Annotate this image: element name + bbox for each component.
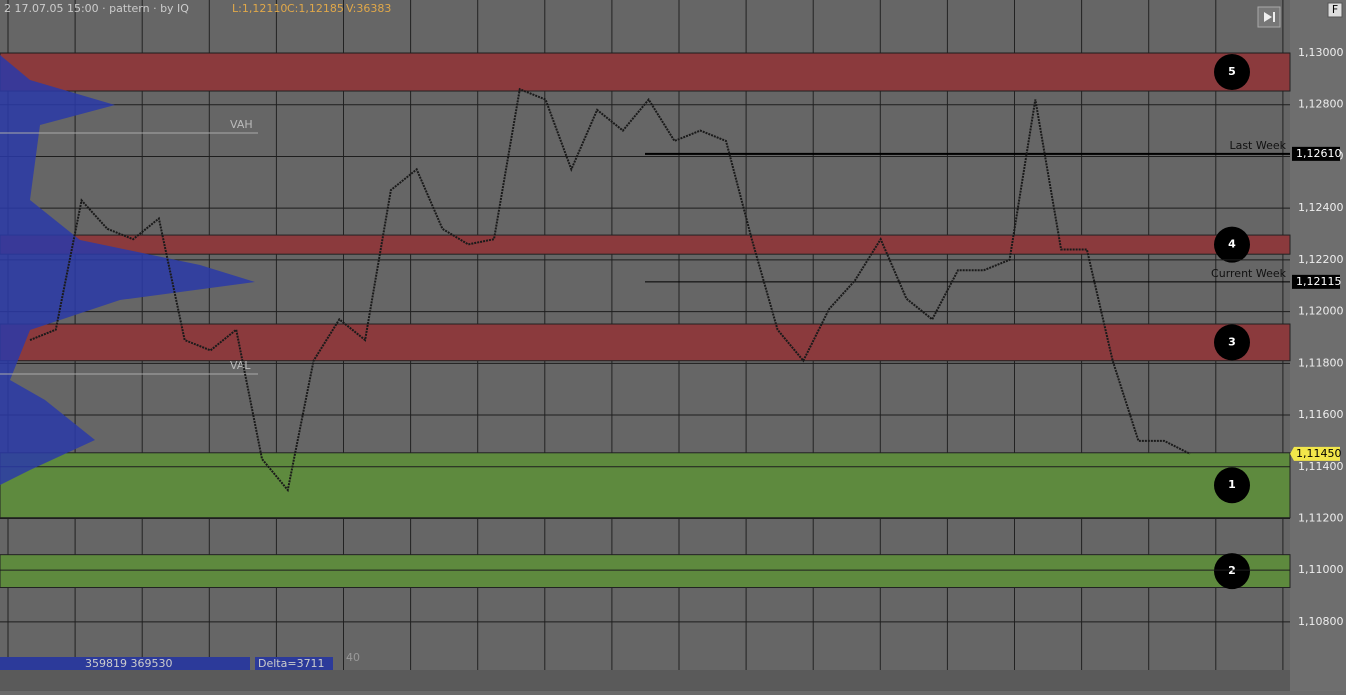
- y-tick-label: 1,12800: [1298, 98, 1344, 111]
- y-tick-label: 1,12200: [1298, 253, 1344, 266]
- header-info: 2 17.07.05 15:00 · pattern · by IQ: [4, 2, 189, 15]
- y-tick-label: 1,12400: [1298, 201, 1344, 214]
- zone-badge: [1214, 226, 1250, 263]
- time-axis: [0, 670, 1290, 691]
- delta-bar: [255, 657, 333, 670]
- zone: [0, 234, 1291, 255]
- y-tick-label: 1,11400: [1298, 460, 1344, 473]
- y-tick-label: 1,12000: [1298, 305, 1344, 318]
- y-tick-label: 1,10800: [1298, 615, 1344, 628]
- y-tick-label: 1,11200: [1298, 511, 1344, 524]
- level-name: Current Week: [1211, 267, 1287, 280]
- header-volume: V:36383: [346, 2, 391, 15]
- level-name: Last Week: [1229, 139, 1286, 152]
- zone: [0, 452, 1291, 519]
- y-tick-label: 1,11800: [1298, 356, 1344, 369]
- plot: Last Week 1,12610 Current Week 1,12115 1,114…: [29, 87, 1342, 493]
- y-tick-label: 1,13000: [1298, 46, 1344, 59]
- level-label: 1,12610: [1296, 147, 1342, 160]
- level-tag: [1292, 274, 1340, 289]
- zone-badge: [1214, 54, 1250, 91]
- level-label: 1,12115: [1296, 275, 1342, 288]
- header-close: C:1,12185: [287, 2, 344, 15]
- y-tick-label: 1,11000: [1298, 563, 1344, 576]
- zone-badge: [1214, 467, 1250, 504]
- level-tag: [1292, 146, 1340, 161]
- price-line: [29, 87, 1191, 493]
- val-label: VAL: [230, 359, 251, 372]
- zone-label: 5: [1228, 65, 1236, 78]
- header-low: L:1,12110: [232, 2, 287, 15]
- zone-label: 4: [1228, 238, 1236, 251]
- footer-count: 40: [346, 651, 360, 664]
- zone-label: 1: [1228, 478, 1236, 491]
- zone: [0, 52, 1291, 92]
- price-grid: 1,130001,128001,126001,124001,122001,120…: [0, 46, 1344, 628]
- zone: [0, 323, 1291, 362]
- zone-badge: [1214, 324, 1250, 361]
- footer-volumes: 359819 369530: [85, 657, 172, 670]
- vah-label: VAH: [230, 118, 253, 131]
- zone: [0, 554, 1291, 589]
- zone-badge: [1214, 553, 1250, 590]
- volume-profile: [0, 55, 255, 485]
- volume-bar: [0, 657, 250, 670]
- last-price-label: 1,11450: [1296, 447, 1342, 460]
- play-icon: [1264, 12, 1275, 22]
- f-label: F: [1332, 3, 1338, 16]
- footer-delta: Delta=3711: [258, 657, 325, 670]
- last-price-tag: [1290, 446, 1340, 461]
- f-button[interactable]: [1327, 2, 1343, 18]
- y-tick-label: 1,11600: [1298, 408, 1344, 421]
- axis-bg: [1290, 0, 1346, 691]
- zone-label: 3: [1228, 335, 1236, 348]
